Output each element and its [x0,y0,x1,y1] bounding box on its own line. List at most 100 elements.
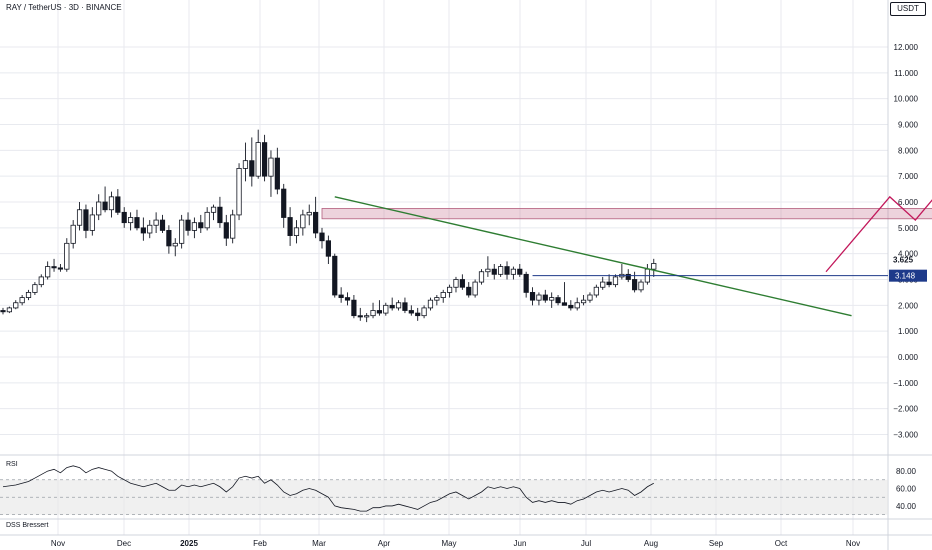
rsi-tick-label: 40.00 [896,502,917,511]
candle-up [127,217,134,224]
candle-down [121,211,127,224]
price-tick-label: −1.000 [893,379,918,388]
candle-up [293,227,300,236]
candle-down [134,217,140,229]
time-tick-label: Aug [644,539,658,548]
price-tick-label: 2.000 [898,301,919,310]
candle-down [632,279,638,291]
candle-down [338,294,344,298]
candle-up [32,284,38,293]
price-tick-label: 0.000 [898,353,919,362]
time-tick-label: May [441,539,456,548]
candle-up [255,142,261,177]
candle-up [108,196,115,211]
time-tick-label: Oct [775,539,788,548]
candle-up [268,157,274,177]
green-trendline[interactable] [334,196,852,317]
resistance-zone-rect[interactable] [321,208,932,220]
dss-pane-label: DSS Bressert [6,522,49,529]
price-axis[interactable]: 12.000 11.000 10.000 9.000 8.000 7.000 6.000 5.… [889,43,927,511]
candle-down [274,157,280,190]
time-axis[interactable]: Nov Dec 2025 Feb Mar Apr May Jun Jul Aug Sep Oct Nov [51,539,860,548]
candle-down [83,209,89,231]
price-tick-label: −3.000 [893,431,918,440]
candle-up [453,279,459,288]
symbol-title: RAY / TetherUS · 3D · BINANCE [6,3,122,12]
candle-down [249,160,255,177]
candle-up [395,302,402,309]
candle-down [51,266,57,269]
time-tick-label: 2025 [180,539,198,548]
candle-up [25,292,32,298]
time-tick-label: Sep [709,539,724,548]
candle-down [344,297,351,301]
price-tick-label: 11.000 [894,69,918,78]
candle-up [242,160,249,169]
price-tick-label: 8.000 [898,146,919,155]
time-tick-label: Nov [846,539,860,548]
candle-down [332,255,338,296]
candle-up [440,292,446,298]
candle-up [446,286,453,293]
time-tick-label: Apr [378,539,391,548]
candle-down [261,142,268,177]
level-price-text: 3.148 [895,272,916,281]
candle-up [300,214,306,229]
candle-down [185,219,191,231]
candle-up [153,219,159,226]
candle-down [408,310,414,314]
candle-down [523,273,529,293]
candle-up [236,168,242,216]
price-tick-label: 4.000 [898,250,919,259]
rsi-tick-label: 60.00 [896,485,917,494]
candle-down [313,211,319,234]
currency-badge[interactable]: USDT [890,2,926,16]
candle-up [498,266,504,275]
candle-up [370,310,376,317]
candle-up [89,214,95,231]
candle-down [606,281,612,286]
candle-up [19,297,25,304]
candle-down [319,232,325,242]
candle-down [159,219,166,231]
candle-down [376,310,383,314]
candle-down [415,312,421,317]
rsi-pane-label: RSI [6,461,18,468]
last-price-text: 3.625 [893,255,914,264]
candle-up [364,315,370,318]
candle-down [561,302,568,306]
time-tick-label: Feb [253,539,267,548]
candle-down [351,299,357,317]
candle-up [593,286,599,296]
candle-up [64,242,70,270]
candle-down [517,268,523,275]
price-tick-label: 5.000 [898,224,919,233]
resistance-zone[interactable] [321,208,932,220]
candles [0,129,657,323]
projection-path[interactable] [825,99,932,273]
candle-down [281,188,287,218]
rsi-tick-label: 80.00 [896,467,917,476]
candle-down [389,304,395,309]
price-tick-label: 6.000 [898,198,919,207]
price-tick-label: 12.000 [894,43,919,52]
candle-down [491,268,497,275]
candle-down [542,294,548,301]
time-tick-label: Jul [581,539,591,548]
candle-down [217,206,223,224]
drawings[interactable] [334,99,932,317]
level-price-badge[interactable] [889,269,927,282]
candle-up [96,201,102,216]
candle-up [485,268,491,273]
candle-down [325,240,331,257]
candle-down [459,279,465,288]
candle-down [529,292,536,301]
candle-up [536,294,542,301]
candle-down [466,286,472,296]
price-tick-label: 7.000 [898,172,919,181]
price-tick-label: 9.000 [898,121,919,130]
candle-up [638,281,644,291]
candle-down [625,273,631,280]
